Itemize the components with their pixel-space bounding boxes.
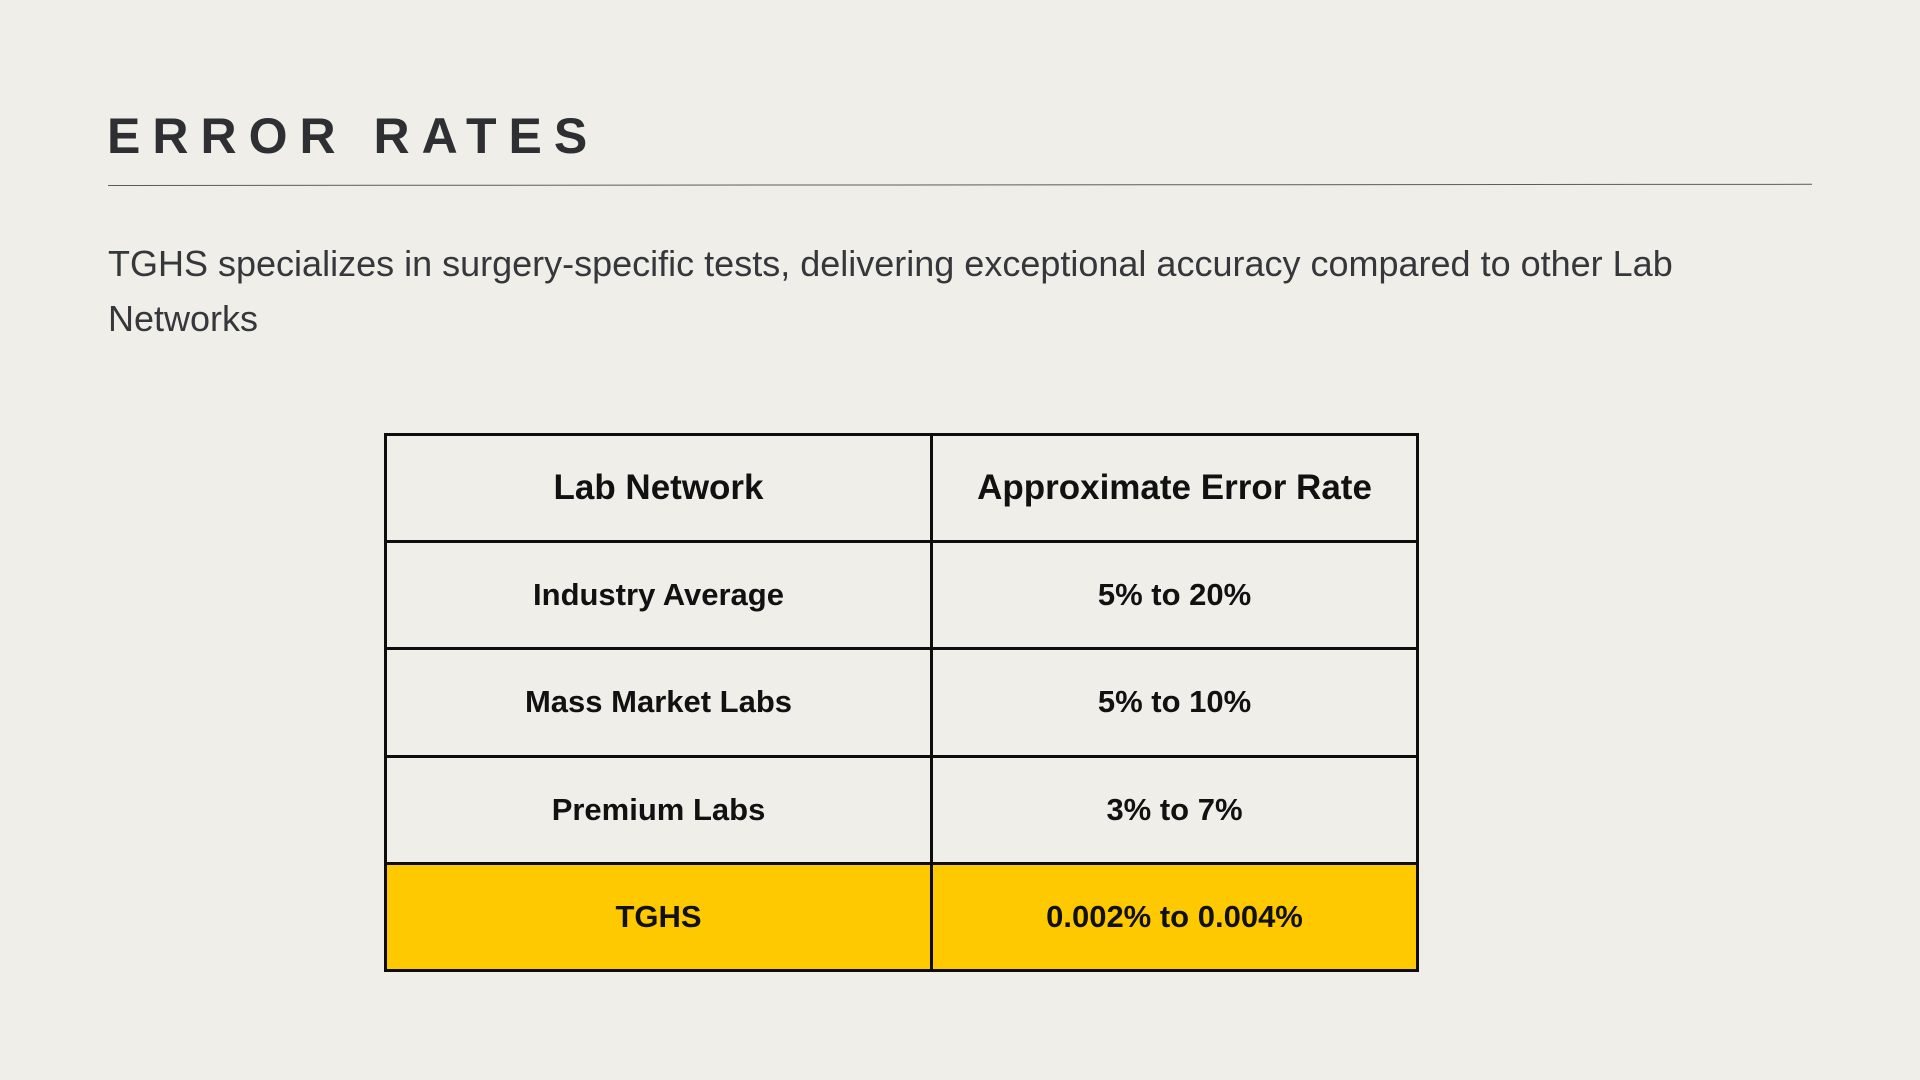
- cell-lab-network: TGHS: [384, 861, 933, 973]
- table-header-row: Lab Network Approximate Error Rate: [384, 433, 1419, 543]
- cell-error-rate: 5% to 10%: [930, 647, 1419, 758]
- table-row-industry-average: Industry Average 5% to 20%: [384, 539, 1419, 651]
- cell-error-rate: 3% to 7%: [930, 754, 1419, 865]
- title-divider: [107, 183, 1812, 186]
- header-lab-network: Lab Network: [384, 433, 933, 543]
- table-row-mass-market-labs: Mass Market Labs 5% to 10%: [384, 647, 1419, 758]
- cell-lab-network: Industry Average: [384, 539, 933, 651]
- table-row-premium-labs: Premium Labs 3% to 7%: [384, 754, 1419, 865]
- header-error-rate: Approximate Error Rate: [930, 433, 1419, 543]
- page-title: ERROR RATES: [107, 108, 600, 164]
- cell-error-rate: 5% to 20%: [930, 539, 1419, 651]
- cell-lab-network: Premium Labs: [384, 754, 933, 865]
- error-rate-table: Lab Network Approximate Error Rate Indus…: [384, 433, 1419, 973]
- cell-lab-network: Mass Market Labs: [384, 647, 933, 758]
- table-row-tghs-highlighted: TGHS 0.002% to 0.004%: [384, 861, 1419, 973]
- cell-error-rate: 0.002% to 0.004%: [930, 861, 1419, 973]
- page-subtitle: TGHS specializes in surgery-specific tes…: [108, 243, 1673, 339]
